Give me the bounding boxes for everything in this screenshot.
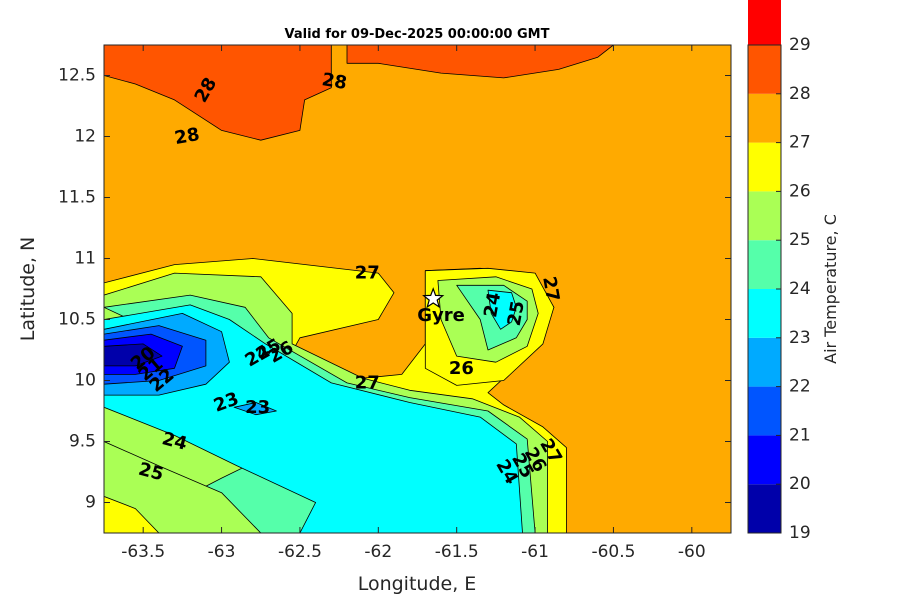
- station-marker-group: Gyre: [417, 287, 465, 326]
- x-tick-label: -60: [678, 542, 706, 562]
- colorbar-tick-label: 26: [789, 181, 811, 201]
- contour-label-25-11: 25: [504, 299, 529, 327]
- contour-region-28-1: [346, 45, 614, 79]
- colorbar-tick-label: 28: [789, 84, 811, 104]
- contour-label-26-7: 26: [449, 358, 474, 379]
- colorbar-tick-label: 20: [789, 474, 811, 494]
- colorbar: 19 20 21 22 23 24 25 26 27 28 29: [747, 0, 811, 543]
- colorbar-segment-29: [748, 0, 781, 45]
- colorbar-segment-19: [748, 484, 781, 533]
- colorbar-segment-25: [748, 191, 781, 241]
- colorbar-tick-label: 23: [789, 328, 811, 348]
- y-axis-ticks: 9 9.5 10 10.5 11 11.5 12 12.5: [58, 66, 731, 513]
- y-tick-label: 12.5: [58, 66, 96, 86]
- contour-region-23-16: [487, 289, 517, 330]
- colorbar-segment-28: [748, 45, 781, 94]
- colorbar-segment-22: [748, 337, 781, 387]
- colorbar-segment-26: [748, 142, 781, 192]
- contour-region-25-6: [104, 441, 262, 533]
- contour-label-27-3: 27: [355, 263, 380, 284]
- y-tick-label: 11.5: [58, 188, 96, 208]
- x-tick-label: -63.5: [121, 542, 165, 562]
- y-tick-label: 12: [74, 127, 96, 147]
- x-tick-label: -62.5: [278, 542, 322, 562]
- contour-label-27-4: 27: [355, 372, 380, 393]
- x-axis-label: Longitude, E: [358, 573, 477, 595]
- y-tick-label: 9.5: [69, 432, 96, 452]
- contour-label-27-5: 27: [538, 275, 563, 303]
- y-tick-label: 11: [74, 249, 96, 269]
- colorbar-segment-27: [748, 93, 781, 143]
- contour-label-23-19: 23: [245, 397, 270, 418]
- chart-title: Valid for 09-Dec-2025 00:00:00 GMT: [285, 27, 550, 42]
- colorbar-tick-label: 29: [789, 35, 811, 55]
- station-star-icon: [422, 287, 445, 309]
- y-tick-label: 10.5: [58, 310, 96, 330]
- y-tick-label: 10: [74, 371, 96, 391]
- contour-label-28-1: 28: [173, 124, 201, 149]
- x-tick-label: -60.5: [591, 542, 635, 562]
- colorbar-label: Air Temperature, C: [821, 214, 840, 364]
- contour-label-28-2: 28: [320, 69, 348, 94]
- y-axis-label: Latitude, N: [17, 237, 39, 342]
- colorbar-tick-label: 21: [789, 425, 811, 445]
- colorbar-segment-21: [748, 386, 781, 436]
- colorbar-tick-label: 25: [789, 230, 811, 250]
- contour-region-26-7: [104, 495, 160, 533]
- x-axis-ticks: -63.5 -63 -62.5 -62 -61.5 -61 -60.5 -60: [121, 45, 706, 562]
- colorbar-tick-label: 27: [789, 133, 811, 153]
- contour-region-19-11: [104, 343, 163, 367]
- contour-label-24-15: 24: [480, 291, 505, 319]
- colorbar-segment-24: [748, 240, 781, 289]
- colorbar-tick-label: 22: [789, 377, 811, 397]
- y-tick-label: 9: [85, 493, 96, 513]
- contour-regions: [104, 45, 614, 533]
- colorbar-segment-23: [748, 289, 781, 338]
- contour-region-22-12: [233, 402, 277, 416]
- colorbar-tick-label: 19: [789, 523, 811, 543]
- colorbar-segment-20: [748, 435, 781, 485]
- x-tick-label: -61: [521, 542, 549, 562]
- station-label: Gyre: [417, 305, 465, 326]
- colorbar-tick-label: 24: [789, 279, 811, 299]
- plot-frame: [103, 44, 732, 534]
- contour-region-28-0: [104, 45, 332, 141]
- x-tick-label: -62: [364, 542, 392, 562]
- x-tick-label: -61.5: [435, 542, 479, 562]
- x-tick-label: -63: [208, 542, 236, 562]
